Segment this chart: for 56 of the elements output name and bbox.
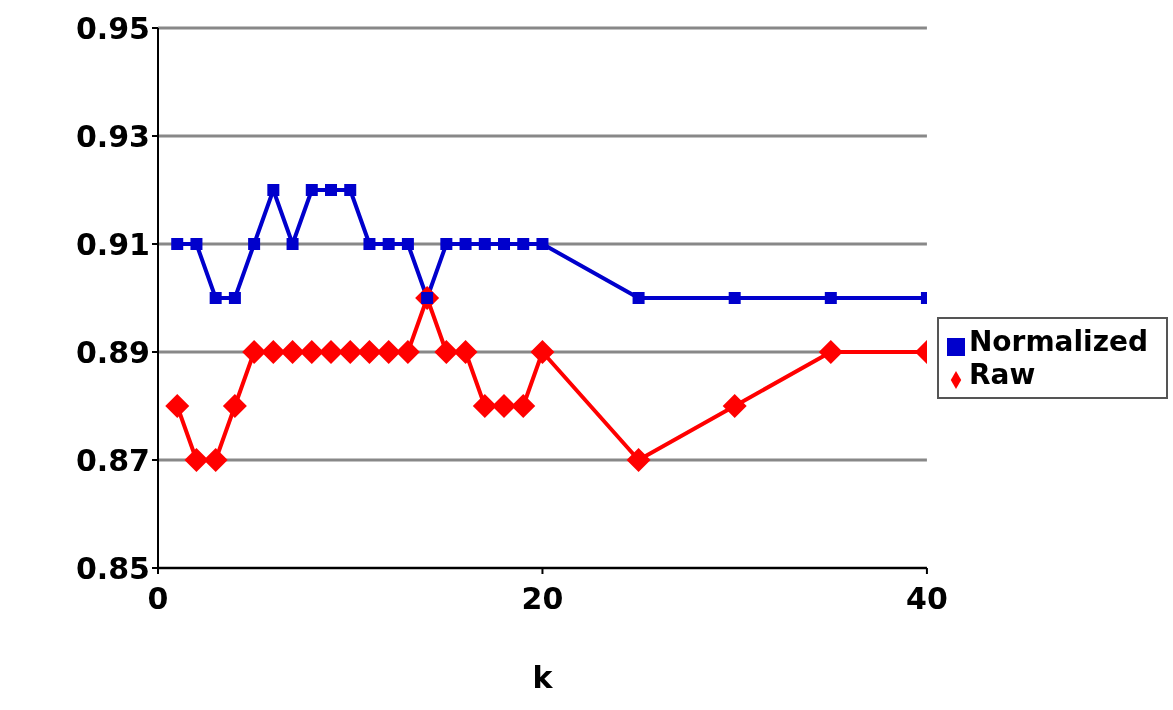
legend-label: Raw <box>968 358 1036 391</box>
point <box>228 292 241 304</box>
point <box>517 238 530 250</box>
y-tick-label: 0.95 <box>75 10 150 46</box>
point <box>376 340 401 364</box>
point <box>728 292 741 304</box>
point <box>530 340 555 364</box>
point <box>363 238 376 250</box>
point <box>818 340 843 364</box>
point <box>632 292 645 304</box>
point <box>338 340 363 364</box>
point <box>190 238 203 250</box>
point <box>536 238 549 250</box>
point <box>319 340 344 364</box>
y-tick-label: 0.85 <box>75 550 150 586</box>
point <box>242 340 267 364</box>
legend-label: Normalized <box>968 325 1148 358</box>
x-tick-label: 40 <box>906 581 948 617</box>
point <box>344 184 357 196</box>
point <box>171 238 184 250</box>
y-tick-label: 0.93 <box>75 118 150 154</box>
point <box>440 238 453 250</box>
point <box>184 448 209 472</box>
point <box>325 184 338 196</box>
point <box>401 238 414 250</box>
point <box>222 394 247 418</box>
point <box>626 448 651 472</box>
point <box>453 340 478 364</box>
point <box>248 238 261 250</box>
point <box>722 394 747 418</box>
x-axis-title: k <box>532 660 554 695</box>
point <box>395 340 420 364</box>
y-tick-label: 0.87 <box>75 442 150 478</box>
x-tick-label: 0 <box>147 581 169 617</box>
point <box>498 238 511 250</box>
point <box>286 238 299 250</box>
point <box>299 340 324 364</box>
point <box>357 340 382 364</box>
point <box>459 238 472 250</box>
point <box>280 340 305 364</box>
point <box>261 340 286 364</box>
point <box>511 394 536 418</box>
point <box>267 184 280 196</box>
point <box>382 238 395 250</box>
point <box>203 448 228 472</box>
y-tick-label: 0.91 <box>75 226 150 262</box>
point <box>824 292 837 304</box>
point <box>434 340 459 364</box>
point <box>209 292 222 304</box>
point <box>478 238 491 250</box>
point <box>165 394 190 418</box>
point <box>305 184 318 196</box>
point <box>492 394 517 418</box>
point <box>472 394 497 418</box>
y-tick-label: 0.89 <box>75 334 150 370</box>
x-tick-label: 20 <box>521 581 564 617</box>
